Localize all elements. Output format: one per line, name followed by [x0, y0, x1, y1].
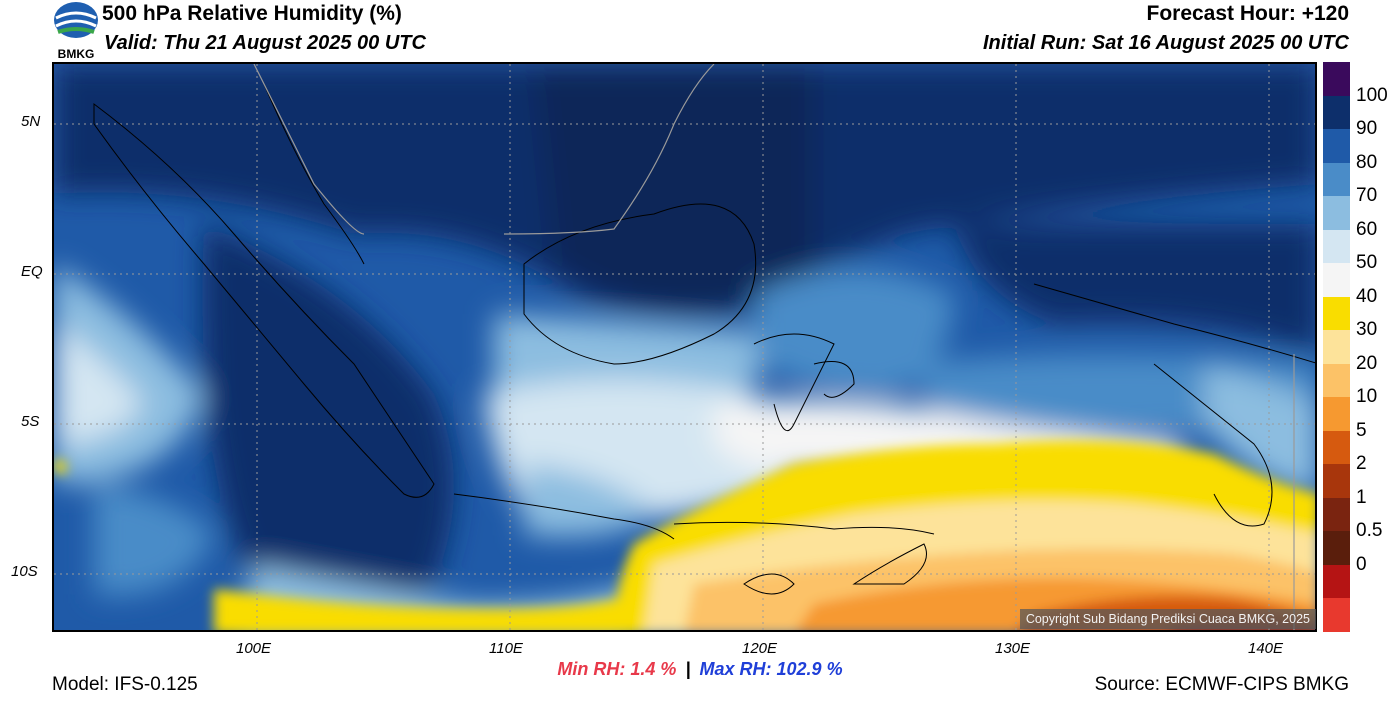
colorbar-label: 60	[1356, 218, 1378, 240]
min-rh: Min RH: 1.4 %	[557, 659, 677, 679]
colorbar-swatch	[1323, 95, 1350, 130]
colorbar-label: 50	[1356, 252, 1378, 274]
colorbar-label: 30	[1356, 319, 1378, 341]
colorbar-swatch	[1323, 564, 1350, 599]
colorbar-label: 1	[1356, 486, 1367, 508]
lon-label-120e: 120E	[742, 640, 778, 657]
colorbar-label: 100	[1356, 84, 1388, 106]
forecast-hour: Forecast Hour: +120	[1146, 2, 1350, 25]
lat-label-5s: 5S	[21, 413, 40, 430]
colorbar-label: 2	[1356, 453, 1367, 475]
lat-label-10s: 10S	[11, 563, 38, 580]
colorbar-swatch	[1323, 397, 1350, 432]
colorbar-swatch	[1323, 430, 1350, 465]
bmkg-logo: BMKG	[52, 0, 100, 61]
initial-run: Initial Run: Sat 16 August 2025 00 UTC	[982, 32, 1349, 54]
map-title: 500 hPa Relative Humidity (%)	[102, 2, 402, 25]
colorbar-label: 70	[1356, 185, 1378, 207]
colorbar-swatch	[1323, 464, 1350, 499]
humidity-map	[52, 62, 1317, 632]
colorbar-swatch	[1323, 162, 1350, 197]
rh-stats: Min RH: 1.4 % | Max RH: 102.9 %	[0, 659, 1400, 680]
lat-label-eq: EQ	[21, 263, 43, 280]
colorbar-label: 90	[1356, 118, 1378, 140]
colorbar-swatch	[1323, 363, 1350, 398]
lon-label-100e: 100E	[236, 640, 272, 657]
colorbar-swatch	[1323, 531, 1350, 566]
logo-text: BMKG	[58, 47, 95, 60]
lon-label-140e: 140E	[1248, 640, 1284, 657]
colorbar-swatch	[1323, 330, 1350, 365]
colorbar-label: 0.5	[1356, 520, 1383, 542]
colorbar-label: 80	[1356, 151, 1378, 173]
colorbar-label: 0	[1356, 553, 1367, 575]
stats-separator: |	[685, 659, 691, 679]
colorbar-swatch	[1323, 497, 1350, 532]
lon-label-130e: 130E	[995, 640, 1031, 657]
colorbar-label: 5	[1356, 419, 1367, 441]
lon-label-110e: 110E	[489, 640, 523, 657]
colorbar-swatch	[1323, 598, 1350, 633]
colorbar	[1323, 62, 1350, 633]
model-name: Model: IFS-0.125	[52, 674, 198, 695]
colorbar-swatch	[1323, 196, 1350, 231]
colorbar-label: 40	[1356, 285, 1378, 307]
colorbar-label: 20	[1356, 352, 1378, 374]
max-rh: Max RH: 102.9 %	[699, 659, 843, 679]
colorbar-swatch	[1323, 62, 1350, 97]
valid-time: Valid: Thu 21 August 2025 00 UTC	[104, 32, 426, 54]
colorbar-swatch	[1323, 296, 1350, 331]
lat-label-5n: 5N	[21, 113, 41, 130]
copyright-notice: Copyright Sub Bidang Prediksi Cuaca BMKG…	[1019, 609, 1316, 629]
colorbar-swatch	[1323, 263, 1350, 298]
colorbar-label: 10	[1356, 386, 1378, 408]
colorbar-swatch	[1323, 129, 1350, 164]
data-source: Source: ECMWF-CIPS BMKG	[1094, 674, 1349, 695]
colorbar-swatch	[1323, 229, 1350, 264]
